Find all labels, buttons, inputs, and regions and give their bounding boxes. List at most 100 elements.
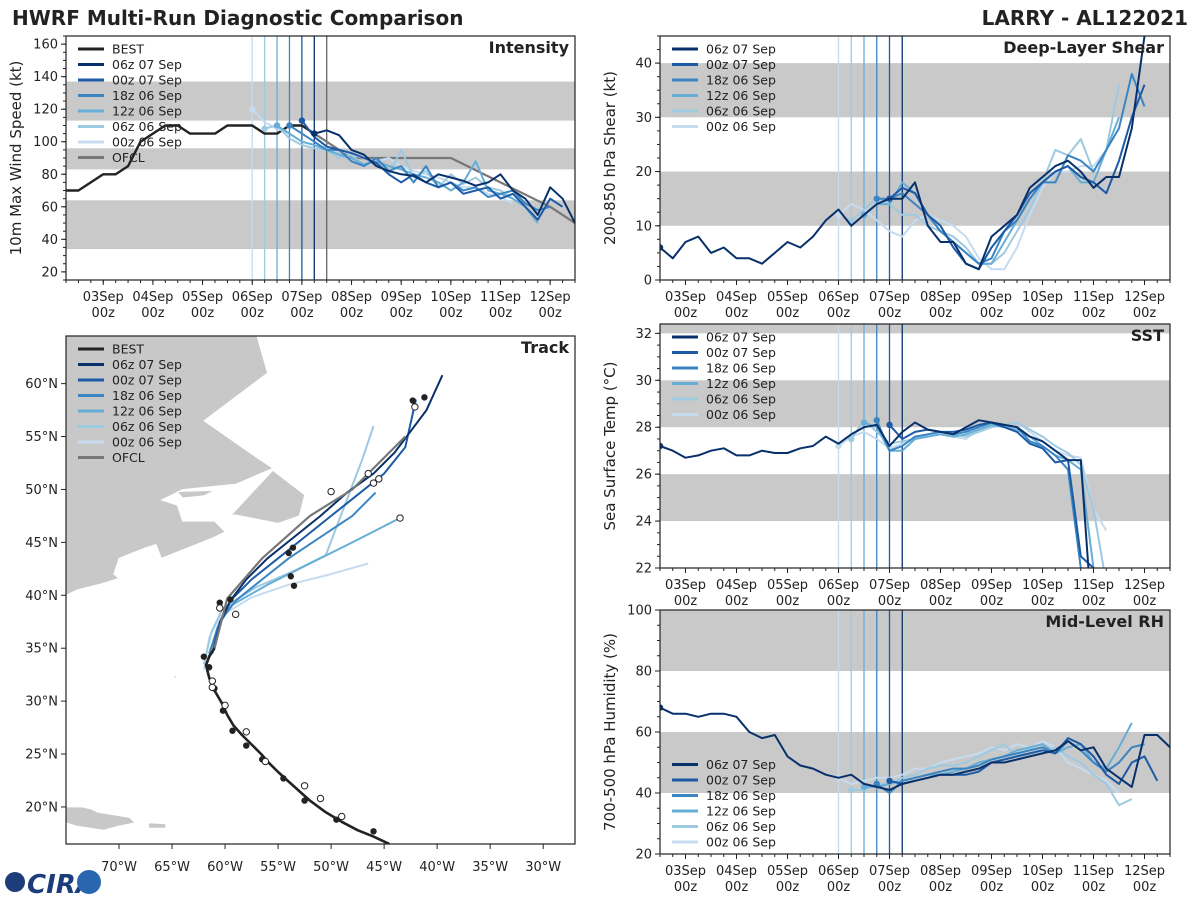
x-tick-date: 05Sep [767, 578, 808, 593]
track-point [229, 727, 236, 734]
x-tick-hour: 00z [878, 594, 902, 609]
intensity-panel: 2040608010012014016003Sep00z04Sep00z05Se… [7, 35, 576, 321]
x-tick-date: 09Sep [381, 290, 422, 305]
legend-label: 00z 07 Sep [706, 345, 776, 360]
track-point [280, 775, 287, 782]
land-shape [173, 675, 177, 679]
y-tick-label: 20 [635, 848, 652, 863]
series-line [863, 116, 1120, 265]
x-tick-hour: 00z [776, 880, 800, 895]
legend-label: 12z 06 Sep [112, 104, 182, 119]
y-tick-label: 20 [635, 165, 652, 180]
intensity-band [66, 148, 575, 170]
x-tick-hour: 00z [980, 880, 1004, 895]
intensity-band [660, 610, 1170, 671]
track-panel: 70°W 65°W 60°W 55°W 50°W 45°W 40°W 35°W 30°W 20°N… [25, 335, 576, 875]
y-tick-label: 140 [33, 70, 58, 85]
y-tick-label: 160 [33, 38, 58, 53]
x-tick-hour: 00z [929, 594, 953, 609]
init-point [249, 106, 256, 113]
shear-panel: 01020304003Sep00z04Sep00z05Sep00z06Sep00… [601, 35, 1171, 321]
legend-label: 12z 06 Sep [706, 804, 776, 819]
y-tick-label: 40°N [25, 589, 58, 604]
best-track-line [66, 124, 315, 192]
x-tick-date: 06Sep [818, 290, 859, 305]
x-tick-date: 03Sep [665, 864, 706, 879]
series-line [660, 706, 1170, 791]
x-tick-label: 60°W [207, 860, 243, 875]
track-point [290, 582, 298, 589]
x-tick-hour: 00z [980, 594, 1004, 609]
x-tick-date: 12Sep [1124, 864, 1165, 879]
x-tick-date: 11Sep [1073, 864, 1114, 879]
forecast-track-line [202, 562, 369, 670]
track-open-point [208, 683, 217, 692]
track-point [370, 828, 377, 835]
legend-label: 00z 06 Sep [706, 407, 776, 422]
y-axis-label: 700-500 hPa Humidity (%) [601, 633, 619, 831]
series-line [660, 419, 1090, 568]
track-point [333, 816, 340, 823]
legend-label: 06z 07 Sep [706, 330, 776, 345]
legend-label: BEST [112, 42, 144, 57]
series-line [301, 119, 564, 221]
legend-label: 18z 06 Sep [706, 73, 776, 88]
y-tick-label: 10 [635, 219, 652, 234]
y-tick-label: 32 [635, 327, 652, 342]
x-tick-hour: 00z [439, 306, 463, 321]
y-tick-label: 55°N [25, 430, 58, 445]
x-tick-hour: 00z [1082, 880, 1106, 895]
track-open-point [242, 728, 250, 736]
x-tick-date: 06Sep [232, 290, 273, 305]
rh-panel: 2040608010003Sep00z04Sep00z05Sep00z06Sep… [601, 604, 1171, 895]
x-tick-date: 03Sep [665, 290, 706, 305]
legend-label: 06z 07 Sep [706, 42, 776, 57]
y-axis-label: 10m Max Wind Speed (kt) [7, 61, 25, 256]
track-point [301, 797, 308, 804]
x-tick-hour: 00z [92, 306, 116, 321]
cira-logo: CIRA [5, 870, 101, 900]
legend-label: 06z 06 Sep [706, 104, 776, 119]
init-point [311, 130, 318, 137]
y-tick-label: 20°N [25, 800, 58, 815]
x-tick-hour: 00z [827, 880, 851, 895]
x-tick-label: 40°W [419, 860, 455, 875]
x-tick-hour: 00z [1031, 594, 1055, 609]
axes-frame [65, 335, 576, 845]
x-tick-date: 08Sep [920, 864, 961, 879]
series-line [288, 124, 551, 212]
x-tick-date: 05Sep [767, 290, 808, 305]
plot-area [660, 36, 1146, 271]
series-line [851, 743, 1133, 807]
panel-title: Deep-Layer Shear [1003, 38, 1164, 57]
x-tick-date: 09Sep [971, 290, 1012, 305]
legend-label: 00z 06 Sep [112, 435, 182, 450]
x-tick-date: 12Sep [530, 290, 571, 305]
track-point [243, 742, 250, 749]
series-line [837, 149, 1108, 271]
y-tick-label: 28 [635, 421, 652, 436]
intensity-band [660, 171, 1170, 226]
legend-label: 00z 06 Sep [112, 135, 182, 150]
x-tick-hour: 00z [1082, 594, 1106, 609]
x-tick-date: 08Sep [331, 290, 372, 305]
series-line [838, 740, 1120, 794]
legend-label: 06z 07 Sep [706, 757, 776, 772]
x-tick-hour: 00z [878, 880, 902, 895]
x-tick-hour: 00z [827, 594, 851, 609]
legend-label: 06z 06 Sep [112, 419, 182, 434]
x-tick-date: 03Sep [83, 290, 124, 305]
plot-area [660, 704, 1170, 807]
intensity-band [66, 81, 575, 121]
x-tick-hour: 00z [1133, 880, 1157, 895]
legend-label: 00z 07 Sep [112, 73, 182, 88]
track-point [289, 544, 297, 551]
x-tick-hour: 00z [827, 306, 851, 321]
legend-label: 00z 07 Sep [706, 57, 776, 72]
init-point [886, 421, 893, 429]
cira-globe-icon [5, 872, 25, 892]
legend-label: 06z 07 Sep [112, 57, 182, 72]
series-line [875, 419, 1082, 568]
cira-badge-icon [77, 870, 101, 894]
init-point [835, 211, 842, 219]
